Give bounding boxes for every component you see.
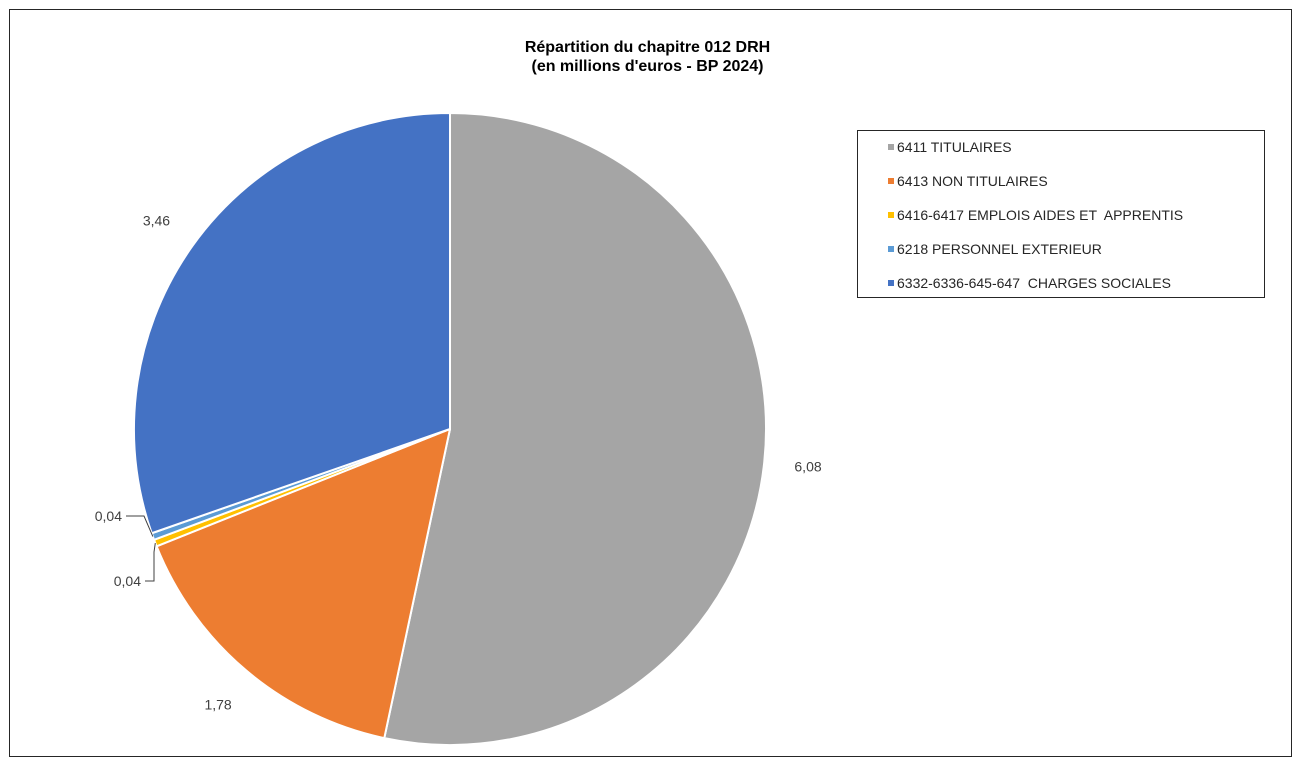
legend-swatch-charges-sociales bbox=[888, 280, 894, 286]
pie-slice-charges-sociales bbox=[133, 112, 451, 535]
data-label-titulaires: 6,08 bbox=[794, 459, 821, 475]
pie-slice-non-titulaires bbox=[155, 428, 451, 740]
legend-swatch-non-titulaires bbox=[888, 178, 894, 184]
legend-item-personnel-exterieur: 6218 PERSONNEL EXTERIEUR bbox=[888, 239, 1102, 259]
data-label-emplois-aides: 0,04 bbox=[114, 573, 141, 589]
leader-line-emplois-aides bbox=[145, 542, 156, 582]
leader-line-personnel-exterieur bbox=[126, 515, 154, 537]
legend-item-non-titulaires: 6413 NON TITULAIRES bbox=[888, 171, 1048, 191]
legend-swatch-emplois-aides bbox=[888, 212, 894, 218]
legend-swatch-titulaires bbox=[888, 144, 894, 150]
chart-title: Répartition du chapitre 012 DRH (en mill… bbox=[0, 38, 1295, 76]
data-label-charges-sociales: 3,46 bbox=[143, 213, 170, 229]
legend-label-charges-sociales: 6332-6336-645-647 CHARGES SOCIALES bbox=[897, 275, 1171, 291]
legend: 6411 TITULAIRES 6413 NON TITULAIRES 6416… bbox=[857, 130, 1265, 298]
data-label-non-titulaires: 1,78 bbox=[204, 696, 231, 712]
pie-slice-titulaires bbox=[383, 112, 767, 746]
legend-item-emplois-aides: 6416-6417 EMPLOIS AIDES ET APPRENTIS bbox=[888, 205, 1183, 225]
data-label-personnel-exterieur: 0,04 bbox=[95, 508, 122, 524]
legend-item-charges-sociales: 6332-6336-645-647 CHARGES SOCIALES bbox=[888, 273, 1171, 293]
legend-label-personnel-exterieur: 6218 PERSONNEL EXTERIEUR bbox=[897, 241, 1102, 257]
legend-label-non-titulaires: 6413 NON TITULAIRES bbox=[897, 173, 1048, 189]
legend-label-titulaires: 6411 TITULAIRES bbox=[897, 139, 1012, 155]
legend-swatch-personnel-exterieur bbox=[888, 246, 894, 252]
chart-title-line-1: Répartition du chapitre 012 DRH bbox=[524, 39, 771, 56]
legend-item-titulaires: 6411 TITULAIRES bbox=[888, 137, 1012, 157]
chart-title-line-2: (en millions d'euros - BP 2024) bbox=[531, 58, 764, 75]
legend-label-emplois-aides: 6416-6417 EMPLOIS AIDES ET APPRENTIS bbox=[897, 207, 1184, 223]
